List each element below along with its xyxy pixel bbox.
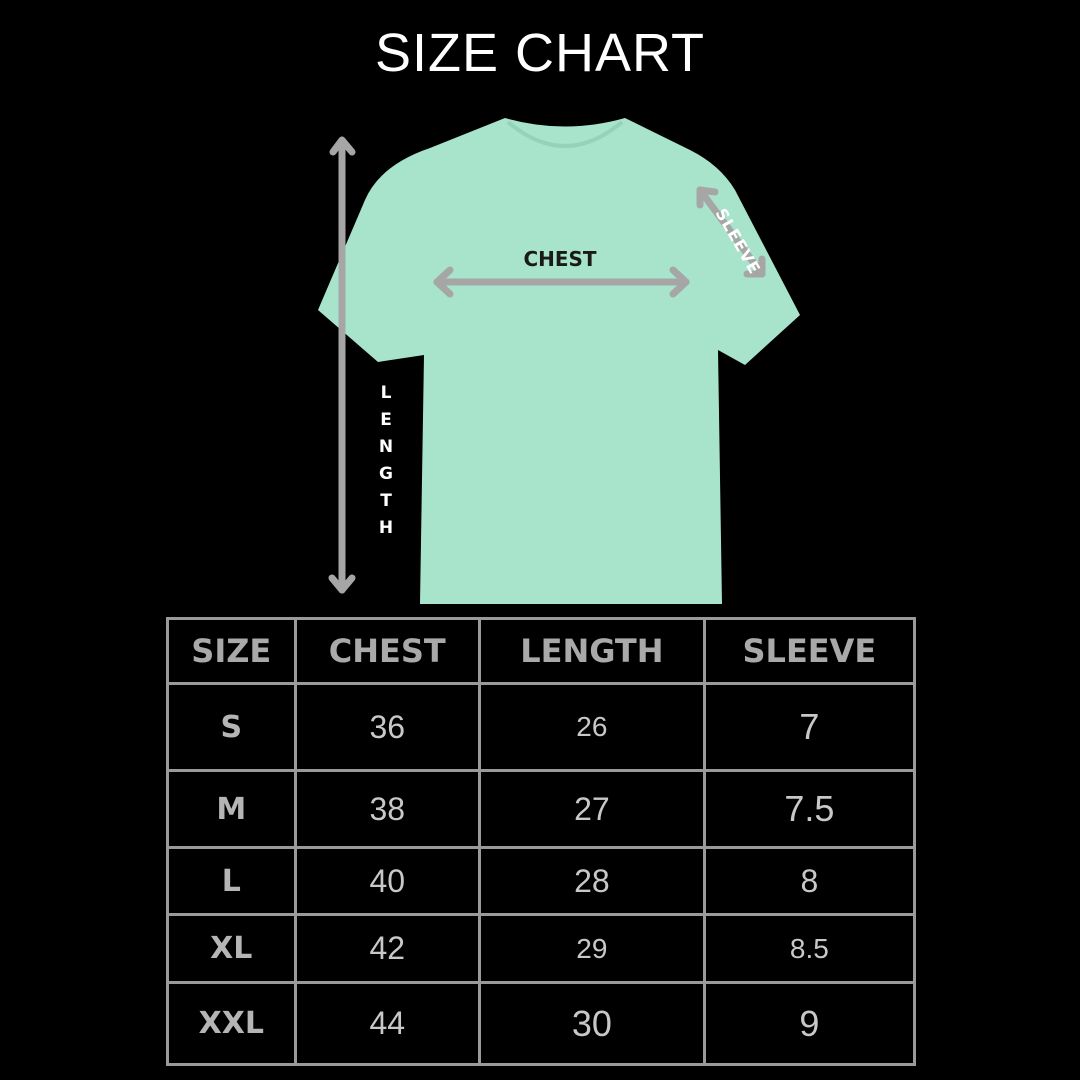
tshirt-diagram: [318, 118, 800, 604]
length-label-letter: N: [378, 437, 394, 457]
length-cell: 29: [477, 913, 706, 984]
header-chest: CHEST: [293, 617, 481, 685]
tshirt-collar: [506, 120, 624, 148]
length-cell: 27: [477, 769, 706, 849]
header-length: LENGTH: [477, 617, 706, 685]
length-cell: 28: [477, 846, 706, 916]
chest-arrow: [433, 266, 690, 298]
header-sleeve: SLEEVE: [702, 617, 917, 685]
chest-cell: 36: [293, 682, 481, 772]
size-table: SIZE CHEST LENGTH SLEEVE S 36 26 7 M 38 …: [166, 617, 917, 1066]
table-row: M 38 27 7.5: [166, 769, 917, 849]
chest-cell: 42: [293, 913, 481, 984]
chest-cell: 38: [293, 769, 481, 849]
chest-cell: 40: [293, 846, 481, 916]
table-header-row: SIZE CHEST LENGTH SLEEVE: [166, 617, 917, 685]
sleeve-cell: 9: [702, 981, 917, 1066]
length-label-letter: G: [379, 464, 393, 484]
chest-cell: 44: [293, 981, 481, 1066]
sleeve-cell: 7.5: [702, 769, 917, 849]
chest-label: CHEST: [523, 247, 597, 271]
sleeve-cell: 8.5: [702, 913, 917, 984]
size-cell: S: [166, 682, 297, 772]
table-row: XXL 44 30 9: [166, 981, 917, 1066]
tshirt-illustration: [318, 118, 800, 604]
sleeve-cell: 8: [702, 846, 917, 916]
length-label-letter: T: [380, 491, 392, 511]
size-cell: XXL: [166, 981, 297, 1066]
length-label-letter: L: [380, 383, 392, 403]
table-row: XL 42 29 8.5: [166, 913, 917, 984]
length-cell: 30: [477, 981, 706, 1066]
header-size: SIZE: [166, 617, 297, 685]
length-label-letter: H: [378, 518, 394, 538]
sleeve-arrow: [696, 186, 766, 278]
size-cell: XL: [166, 913, 297, 984]
table-row: S 36 26 7: [166, 682, 917, 772]
table-row: L 40 28 8: [166, 846, 917, 916]
sleeve-cell: 7: [702, 682, 917, 772]
size-cell: M: [166, 769, 297, 849]
page-title: SIZE CHART: [374, 23, 706, 83]
length-label-letter: E: [380, 410, 392, 430]
length-cell: 26: [477, 682, 706, 772]
length-arrow: [328, 136, 356, 594]
size-cell: L: [166, 846, 297, 916]
